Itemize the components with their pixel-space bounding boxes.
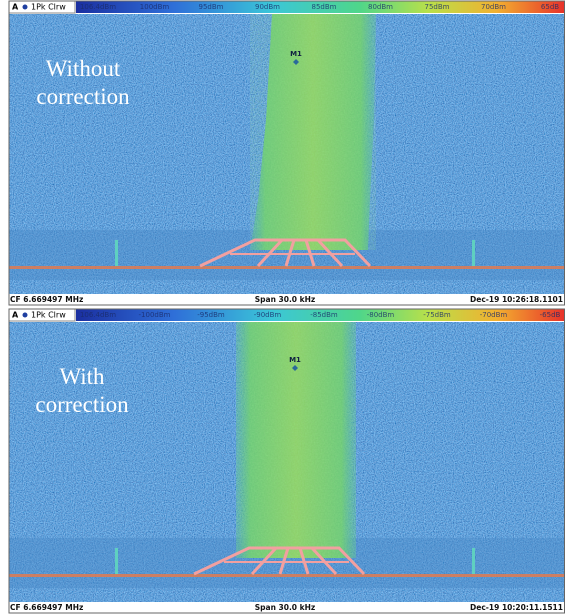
scale-label: 90dBm <box>255 3 280 11</box>
marker-diamond <box>293 59 299 65</box>
color-bar <box>76 1 565 13</box>
center-frequency: CF 6.669497 MHz <box>10 603 83 612</box>
scale-label: -95dBm <box>197 311 225 319</box>
trace-mode: 1Pk Clrw <box>31 3 66 12</box>
trace-mode: 1Pk Clrw <box>31 311 66 320</box>
annotation: correction <box>36 84 130 109</box>
color-bar <box>76 309 565 321</box>
scale-label: 80dBm <box>368 3 393 11</box>
spur <box>472 240 475 266</box>
baseline-trace <box>9 266 565 269</box>
footer <box>9 602 565 614</box>
signal-texture <box>250 14 376 250</box>
trace-dot <box>22 312 28 318</box>
scale-label: 65dB <box>541 3 559 11</box>
scale-label: -85dBm <box>310 311 338 319</box>
spur <box>115 240 118 266</box>
trace-label: A <box>12 3 19 12</box>
spur <box>472 548 475 574</box>
annotation: Without <box>46 56 121 81</box>
peak-structure <box>193 546 366 576</box>
scale-label: 106.4dBm <box>80 3 116 11</box>
marker-diamond <box>292 365 298 371</box>
trace-dot <box>22 4 28 10</box>
scale-label: -65dB <box>540 311 561 319</box>
scale-label: 95dBm <box>199 3 224 11</box>
span: Span 30.0 kHz <box>255 603 316 612</box>
timestamp: Dec-19 10:20:11.1511 <box>470 603 563 612</box>
trace-label: A <box>12 311 19 320</box>
marker-label: M1 <box>289 356 301 364</box>
baseline-trace <box>9 574 565 577</box>
footer <box>9 294 565 306</box>
spur <box>115 548 118 574</box>
span: Span 30.0 kHz <box>255 295 316 304</box>
scale-label: -75dBm <box>423 311 451 319</box>
scale-label: 85dBm <box>312 3 337 11</box>
annotation: With <box>59 364 105 389</box>
signal-texture <box>236 322 356 558</box>
scale-label: 106.4dBm <box>80 311 116 319</box>
scale-label: -100dBm <box>139 311 171 319</box>
timestamp: Dec-19 10:26:18.1101 <box>470 295 563 304</box>
center-frequency: CF 6.669497 MHz <box>10 295 83 304</box>
marker-label: M1 <box>290 50 302 58</box>
analyzer-panel: A 1Pk Clrw 106.4dBm -100dBm -95dBm -90dBm -85d… <box>8 308 565 614</box>
scale-label: -90dBm <box>254 311 282 319</box>
scale-label: -80dBm <box>367 311 395 319</box>
analyzer-panel: A 1Pk Clrw 106.4dBm 100dBm 95dBm 90dBm 85dBm 80… <box>8 0 565 306</box>
scale-label: 100dBm <box>140 3 170 11</box>
peak-structure <box>199 238 372 268</box>
scale-label: 70dBm <box>481 3 506 11</box>
scale-label: -70dBm <box>480 311 508 319</box>
scale-label: 75dBm <box>425 3 450 11</box>
annotation: correction <box>35 392 129 417</box>
